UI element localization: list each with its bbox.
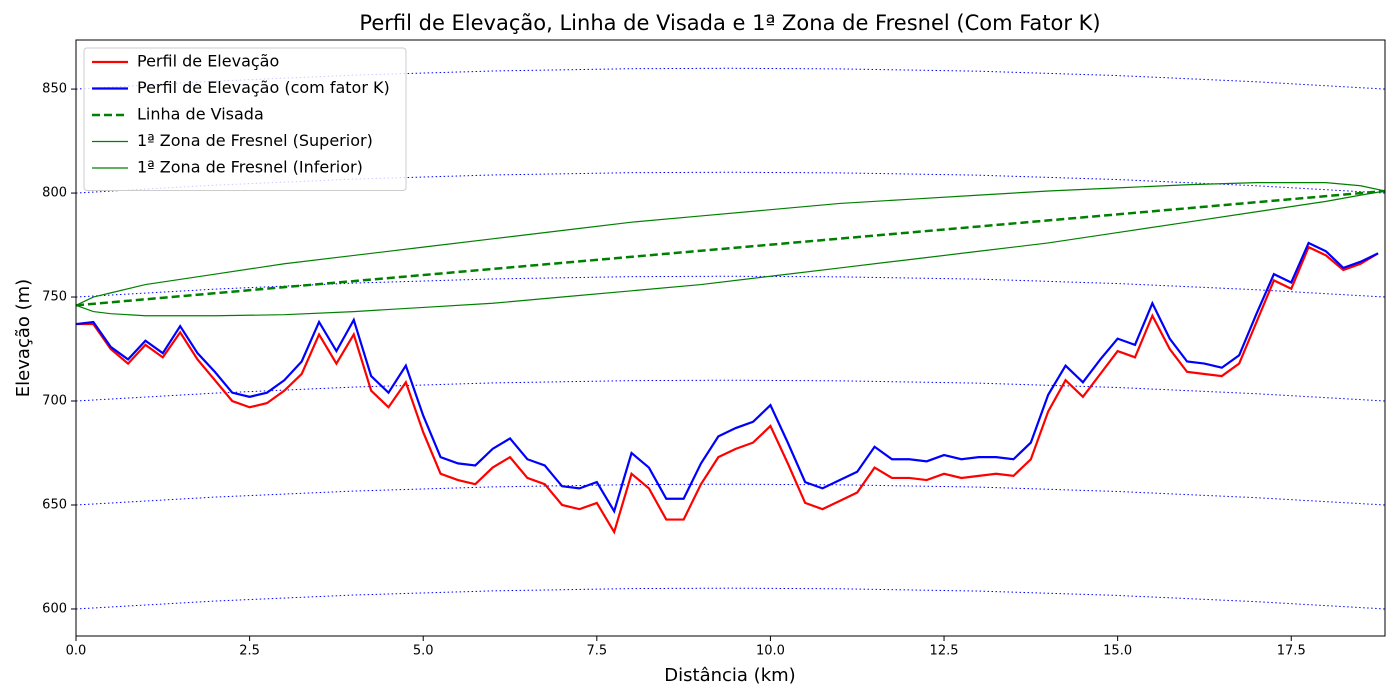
series-line: [76, 190, 1385, 317]
x-tick-label: 5.0: [413, 644, 434, 659]
series-line: [76, 182, 1385, 306]
legend-label: 1ª Zona de Fresnel (Superior): [137, 131, 373, 150]
series-line: [76, 483, 1385, 506]
series-line: [76, 587, 1385, 610]
y-tick-label: 850: [42, 82, 67, 97]
x-tick-label: 10.0: [756, 644, 785, 659]
series-line: [76, 241, 1379, 514]
x-tick-label: 0.0: [66, 644, 87, 659]
y-tick-label: 800: [42, 186, 67, 201]
legend-label: Perfil de Elevação (com fator K): [137, 78, 390, 97]
x-axis-label: Distância (km): [664, 665, 795, 686]
x-tick-label: 2.5: [239, 644, 260, 659]
series-line: [76, 171, 1385, 194]
y-tick-label: 650: [42, 497, 67, 512]
x-tick-label: 17.5: [1277, 644, 1306, 659]
y-tick-label: 600: [42, 601, 67, 616]
legend-label: Linha de Visada: [137, 105, 264, 124]
series-line: [76, 245, 1379, 535]
series-line: [76, 67, 1385, 90]
chart-title: Perfil de Elevação, Linha de Visada e 1ª…: [359, 11, 1100, 35]
y-tick-label: 750: [42, 290, 67, 305]
legend: Perfil de Elevação Perfil de Elevação (co…: [83, 47, 407, 191]
x-tick-label: 15.0: [1103, 644, 1132, 659]
y-axis-label: Elevação (m): [13, 279, 34, 397]
plot-frame: [75, 39, 1386, 637]
legend-box: [83, 47, 407, 191]
y-tick-label: 700: [42, 394, 67, 409]
series-line: [76, 189, 1385, 307]
legend-label: 1ª Zona de Fresnel (Inferior): [137, 158, 363, 177]
legend-label: Perfil de Elevação: [137, 52, 279, 71]
x-tick-label: 7.5: [586, 644, 607, 659]
series-line: [76, 275, 1385, 298]
x-tick-label: 12.5: [930, 644, 959, 659]
series-line: [76, 379, 1385, 402]
